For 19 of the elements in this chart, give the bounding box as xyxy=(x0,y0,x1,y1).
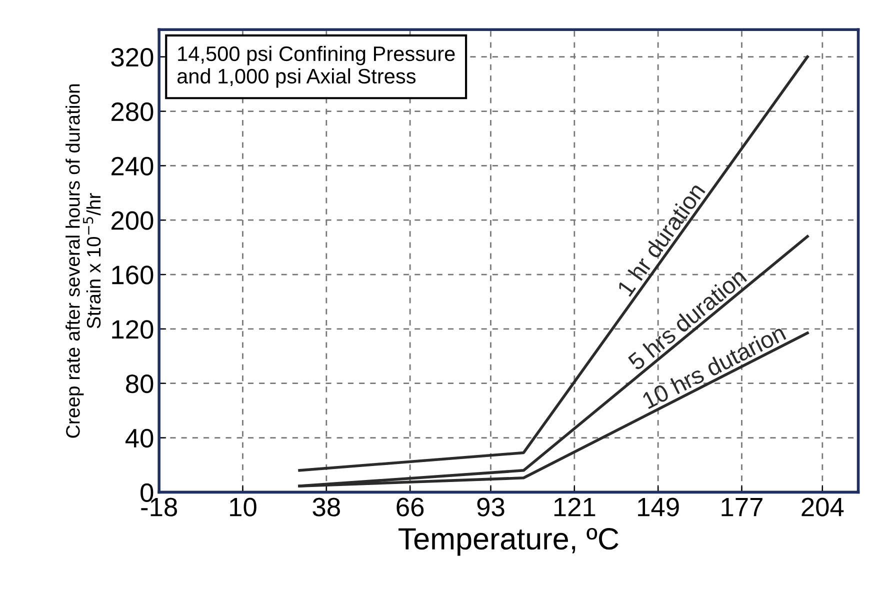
y-tick-label: 120 xyxy=(112,320,154,339)
x-tick-label: 177 xyxy=(722,498,762,516)
y-tick-label: 240 xyxy=(112,156,154,176)
x-axis-title: Temperature, ºC xyxy=(398,528,618,556)
x-tick-label: 204 xyxy=(802,498,844,516)
x-tick-label: 93 xyxy=(477,498,504,516)
y-tick-label: 320 xyxy=(111,48,154,67)
y-tick-label: 160 xyxy=(112,266,154,284)
x-tick-label: 149 xyxy=(638,498,679,516)
annotation: 14,500 psi Confining Pressure and 1,000 psi Axial Stress xyxy=(177,46,455,88)
y-tick-label: 80 xyxy=(126,374,154,394)
y-tick-label: 280 xyxy=(112,102,154,122)
x-tick-label: 121 xyxy=(554,498,596,516)
x-tick-label: 10 xyxy=(230,498,256,516)
y-axis-title: Creep rate after several hours of duration Strain x 10$^{−5}$/hr xyxy=(66,84,101,438)
x-tick-label: 38 xyxy=(312,498,340,516)
x-tick-label: 66 xyxy=(396,498,424,516)
y-tick-label: 200 xyxy=(112,211,154,230)
y-tick-label: 40 xyxy=(125,428,154,448)
